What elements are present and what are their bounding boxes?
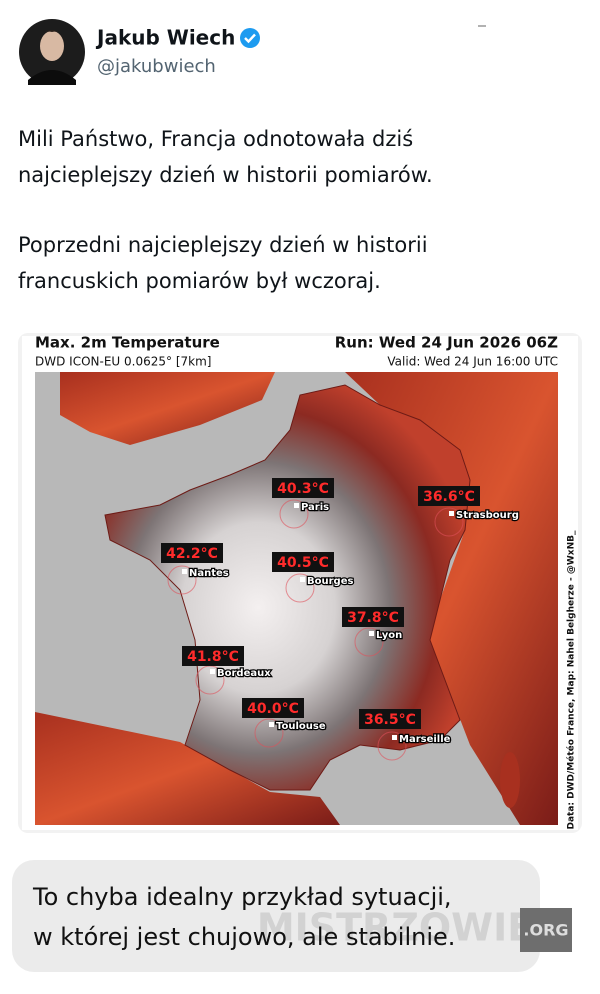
map-valid: Valid: Wed 24 Jun 16:00 UTC	[387, 355, 558, 369]
city-labels: 40.3°C Paris 36.6°C Strasbourg 42.2°C Nantes 4…	[161, 478, 520, 761]
map-model: DWD ICON-EU 0.0625° [7km]	[35, 355, 211, 369]
avatar[interactable]	[19, 19, 85, 85]
author-handle[interactable]: @jakubwiech	[97, 56, 216, 77]
watermark-suffix: .ORG	[523, 921, 568, 940]
city-name: Bordeaux	[217, 668, 271, 679]
temp-box	[242, 698, 304, 718]
city-name: Strasbourg	[456, 510, 519, 521]
city-dot	[300, 577, 305, 582]
land-corsica	[500, 752, 520, 808]
temp-label: 40.5°C	[277, 555, 329, 571]
tweet-line: Poprzedni najcieplejszy dzień w historii	[18, 233, 428, 257]
city-dot	[269, 722, 274, 727]
watermark: MISTRZOWIE	[257, 906, 533, 950]
city-dot	[210, 669, 215, 674]
city-ring	[354, 627, 384, 657]
temp-label: 41.8°C	[187, 649, 239, 665]
city-ring	[167, 565, 197, 595]
map-title: Max. 2m Temperature	[35, 334, 220, 352]
caption-bubble	[12, 860, 540, 972]
temp-label: 40.0°C	[247, 701, 299, 717]
temp-box	[342, 607, 404, 627]
map-credit: Data: DWD/Météo France, Map: Nahel Belgh…	[566, 530, 577, 830]
tweet-line: Mili Państwo, Francja odnotowała dziś	[18, 127, 413, 151]
city-dot	[449, 511, 454, 516]
temp-label: 40.3°C	[277, 481, 329, 497]
map	[35, 372, 558, 825]
city-name: Lyon	[376, 630, 402, 641]
verified-badge	[240, 28, 260, 48]
city-dot	[294, 503, 299, 508]
temp-box	[272, 478, 334, 498]
land-france	[104, 384, 471, 791]
city-ring	[434, 507, 464, 537]
land-uk	[60, 372, 275, 445]
land-east	[345, 372, 558, 825]
city-dot	[369, 631, 374, 636]
city-name: Toulouse	[276, 721, 326, 732]
author-name[interactable]: Jakub Wiech	[95, 26, 235, 50]
land-spain	[35, 712, 340, 825]
city-name: Nantes	[189, 568, 229, 579]
caption-line: w której jest chujowo, ale stabilnie.	[33, 923, 455, 951]
watermark-box	[520, 908, 572, 952]
temp-label: 37.8°C	[347, 610, 399, 626]
tweet-text: Mili Państwo, Francja odnotowała dziś naj…	[18, 127, 433, 293]
city-ring	[254, 718, 284, 748]
city-name: Bourges	[307, 576, 353, 587]
caption-text: To chyba idealny przykład sytuacji, w któ…	[32, 883, 455, 951]
caption-line: To chyba idealny przykład sytuacji,	[32, 883, 452, 911]
city-ring	[279, 499, 309, 529]
temp-label: 36.5°C	[364, 712, 416, 728]
city-ring	[285, 573, 315, 603]
city-name: Marseille	[399, 734, 451, 745]
temp-label: 36.6°C	[423, 489, 475, 505]
city-ring	[377, 731, 407, 761]
city-dot	[392, 735, 397, 740]
temp-label: 42.2°C	[166, 546, 218, 562]
map-run: Run: Wed 24 Jun 2026 06Z	[335, 334, 558, 352]
city-name: Paris	[301, 502, 329, 513]
city-dot	[182, 569, 187, 574]
tweet-line: najcieplejszy dzień w historii pomiarów.	[18, 163, 433, 187]
temp-box	[418, 486, 480, 506]
temp-box	[182, 646, 244, 666]
temp-box	[272, 552, 334, 572]
tweet-line: francuskich pomiarów był wczoraj.	[18, 269, 381, 293]
temp-box	[161, 543, 223, 563]
temp-box	[359, 709, 421, 729]
